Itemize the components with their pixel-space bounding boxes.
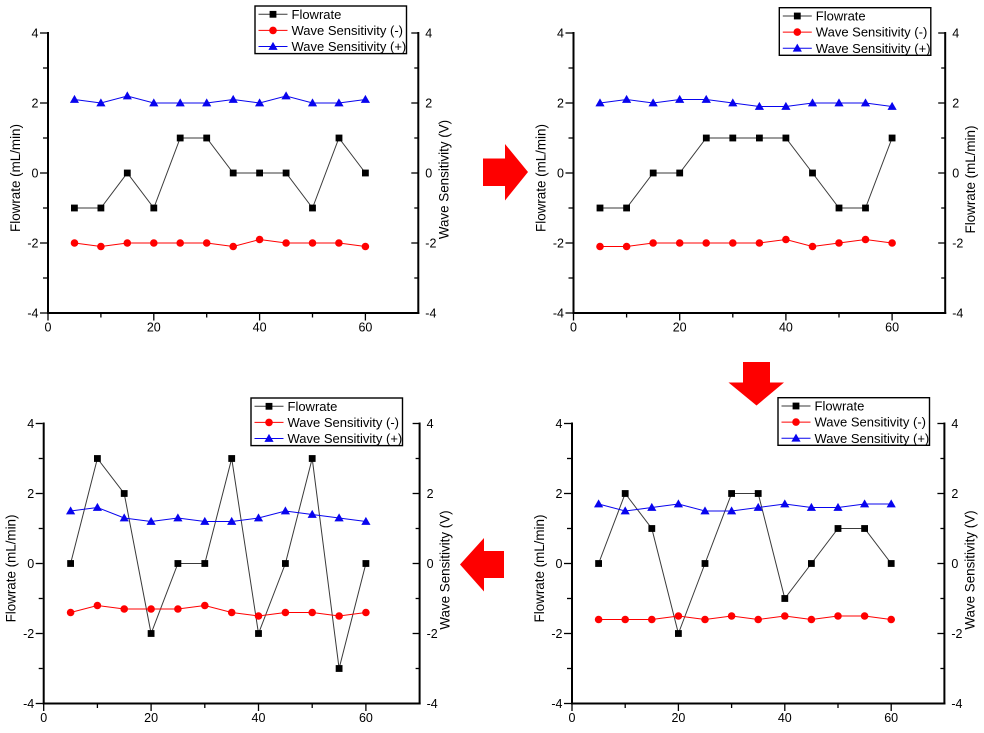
svg-text:20: 20 bbox=[673, 321, 687, 335]
svg-text:4: 4 bbox=[27, 417, 34, 431]
svg-text:0: 0 bbox=[32, 166, 39, 180]
svg-text:-2: -2 bbox=[425, 236, 436, 250]
svg-text:-2: -2 bbox=[551, 627, 562, 641]
svg-text:40: 40 bbox=[779, 321, 793, 335]
svg-text:0: 0 bbox=[569, 711, 576, 725]
svg-text:40: 40 bbox=[252, 711, 266, 725]
svg-text:Flowrate (mL/min): Flowrate (mL/min) bbox=[963, 126, 978, 234]
svg-text:2: 2 bbox=[556, 487, 563, 501]
svg-text:Wave Sensitivity (+): Wave Sensitivity (+) bbox=[288, 431, 403, 446]
svg-text:2: 2 bbox=[32, 96, 39, 110]
svg-text:20: 20 bbox=[144, 711, 158, 725]
svg-text:0: 0 bbox=[556, 557, 563, 571]
svg-text:4: 4 bbox=[32, 26, 39, 40]
svg-text:0: 0 bbox=[952, 166, 959, 180]
svg-text:0: 0 bbox=[557, 166, 564, 180]
svg-text:60: 60 bbox=[885, 321, 899, 335]
svg-text:4: 4 bbox=[556, 417, 563, 431]
svg-text:60: 60 bbox=[359, 711, 373, 725]
svg-text:Flowrate (mL/min): Flowrate (mL/min) bbox=[534, 124, 549, 232]
svg-text:Flowrate: Flowrate bbox=[288, 399, 338, 414]
svg-text:-2: -2 bbox=[952, 236, 963, 250]
svg-text:-2: -2 bbox=[27, 236, 38, 250]
svg-text:0: 0 bbox=[45, 321, 52, 335]
svg-text:2: 2 bbox=[27, 487, 34, 501]
svg-text:40: 40 bbox=[778, 711, 792, 725]
svg-text:-2: -2 bbox=[553, 236, 564, 250]
svg-text:4: 4 bbox=[427, 417, 434, 431]
svg-text:0: 0 bbox=[570, 321, 577, 335]
svg-text:2: 2 bbox=[557, 96, 564, 110]
svg-text:-4: -4 bbox=[952, 306, 963, 320]
svg-text:Wave Sensitivity (-): Wave Sensitivity (-) bbox=[815, 415, 926, 430]
svg-text:-4: -4 bbox=[27, 306, 38, 320]
svg-text:4: 4 bbox=[557, 26, 564, 40]
svg-text:Wave Sensitivity (V): Wave Sensitivity (V) bbox=[438, 510, 453, 629]
svg-text:2: 2 bbox=[952, 96, 959, 110]
svg-text:Flowrate (mL/min): Flowrate (mL/min) bbox=[4, 515, 19, 623]
svg-text:0: 0 bbox=[951, 557, 958, 571]
svg-text:-4: -4 bbox=[425, 306, 436, 320]
svg-text:2: 2 bbox=[427, 487, 434, 501]
svg-text:40: 40 bbox=[253, 321, 267, 335]
svg-text:-2: -2 bbox=[951, 627, 962, 641]
svg-text:Wave Sensitivity (-): Wave Sensitivity (-) bbox=[288, 415, 399, 430]
svg-text:4: 4 bbox=[951, 417, 958, 431]
svg-text:60: 60 bbox=[884, 711, 898, 725]
svg-text:-4: -4 bbox=[951, 697, 962, 711]
svg-text:0: 0 bbox=[425, 166, 432, 180]
svg-text:2: 2 bbox=[425, 96, 432, 110]
svg-text:Wave Sensitivity (+): Wave Sensitivity (+) bbox=[815, 431, 930, 446]
svg-text:-4: -4 bbox=[23, 697, 34, 711]
svg-text:-4: -4 bbox=[553, 306, 564, 320]
svg-text:Flowrate: Flowrate bbox=[815, 399, 865, 414]
svg-text:0: 0 bbox=[27, 557, 34, 571]
svg-text:Wave Sensitivity (V): Wave Sensitivity (V) bbox=[436, 120, 451, 239]
svg-text:20: 20 bbox=[147, 321, 161, 335]
svg-text:-2: -2 bbox=[23, 627, 34, 641]
svg-text:Wave Sensitivity (+): Wave Sensitivity (+) bbox=[292, 39, 407, 54]
svg-text:Wave Sensitivity (-): Wave Sensitivity (-) bbox=[292, 23, 403, 38]
svg-text:4: 4 bbox=[952, 26, 959, 40]
svg-text:0: 0 bbox=[427, 557, 434, 571]
svg-text:Flowrate (mL/min): Flowrate (mL/min) bbox=[8, 124, 23, 232]
svg-text:Flowrate: Flowrate bbox=[292, 7, 342, 22]
svg-text:4: 4 bbox=[425, 26, 432, 40]
svg-text:20: 20 bbox=[671, 711, 685, 725]
svg-text:Flowrate (mL/min): Flowrate (mL/min) bbox=[532, 515, 547, 623]
svg-text:-4: -4 bbox=[551, 697, 562, 711]
svg-text:Wave Sensitivity (V): Wave Sensitivity (V) bbox=[962, 510, 977, 629]
svg-text:0: 0 bbox=[40, 711, 47, 725]
svg-text:Wave Sensitivity (+): Wave Sensitivity (+) bbox=[816, 41, 931, 56]
svg-text:2: 2 bbox=[951, 487, 958, 501]
svg-text:Flowrate: Flowrate bbox=[816, 9, 866, 24]
svg-text:-2: -2 bbox=[427, 627, 438, 641]
svg-text:-4: -4 bbox=[427, 697, 438, 711]
svg-text:60: 60 bbox=[358, 321, 372, 335]
svg-text:Wave Sensitivity (-): Wave Sensitivity (-) bbox=[816, 25, 927, 40]
